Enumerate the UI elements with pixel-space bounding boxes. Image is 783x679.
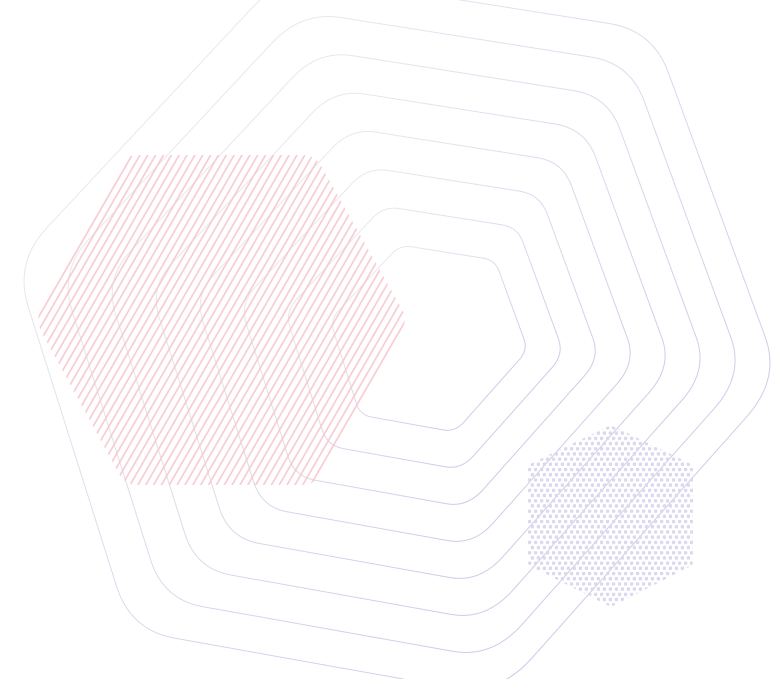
outline-hexagon-ring [155, 92, 666, 579]
outline-hexagon-ring [332, 246, 526, 431]
hatched-hexagon [38, 155, 405, 485]
outline-hexagon-ring [111, 54, 701, 616]
outline-hexagon-ring [199, 131, 631, 542]
outline-hexagon-ring [288, 207, 561, 468]
dotted-hexagon [528, 425, 693, 607]
outline-hexagon-ring [23, 0, 771, 679]
outline-hexagon-ring [67, 16, 736, 653]
nested-outline-hexagons [23, 0, 771, 679]
